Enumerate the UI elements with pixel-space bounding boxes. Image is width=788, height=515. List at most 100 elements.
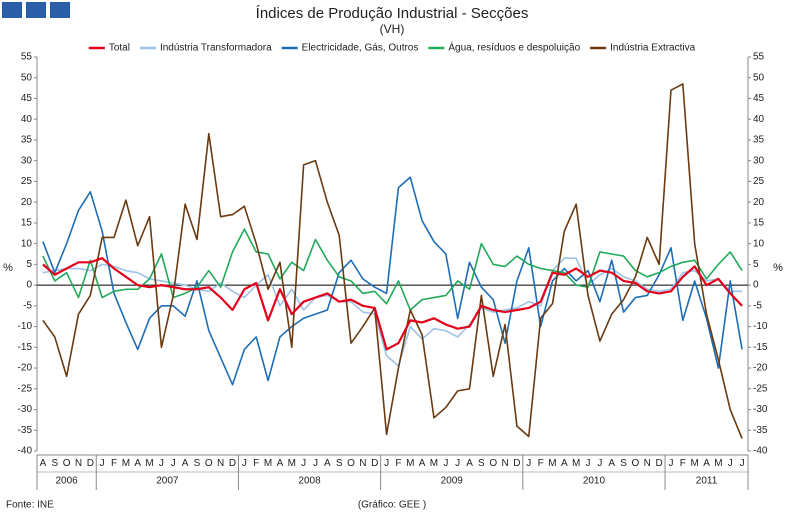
y-tick-label: 40 [21,114,33,125]
year-label: 2006 [56,476,79,487]
y2-tick-label: 5 [753,259,759,270]
x-tick-label: O [205,458,213,469]
y2-tick-label: 25 [753,176,765,187]
legend-label: Electricidade, Gás, Outros [302,43,419,54]
x-tick-label: M [122,458,130,469]
x-tick-label: J [740,458,745,469]
legend-label: Total [109,43,130,54]
y2-tick-label: -20 [753,363,768,374]
x-tick-label: J [159,458,164,469]
x-tick-label: O [63,458,71,469]
x-tick-label: F [680,458,686,469]
x-tick-label: S [336,458,343,469]
y2-tick-label: -15 [753,342,768,353]
x-tick-label: M [145,458,153,469]
x-tick-label: N [359,458,366,469]
series-line [42,257,743,367]
x-tick-label: J [526,458,531,469]
y-tick-label: -35 [18,425,33,436]
x-tick-label: D [229,458,236,469]
y2-tick-label: -40 [753,446,768,457]
x-tick-label: O [347,458,355,469]
x-tick-label: M [548,458,556,469]
x-tick-label: A [419,458,426,469]
y-tick-label: 20 [21,197,33,208]
chart-subtitle: (VH) [380,22,405,36]
x-tick-label: A [703,458,710,469]
x-tick-label: D [371,458,378,469]
y2-tick-label: 0 [753,280,759,291]
x-tick-label: J [443,458,448,469]
y-tick-label: 15 [21,218,33,229]
x-tick-label: J [384,458,389,469]
y-tick-label: -30 [18,404,33,415]
year-label: 2007 [156,476,179,487]
y2-tick-label: 10 [753,238,765,249]
x-tick-label: M [691,458,699,469]
legend-label: Indústria Extractiva [610,43,695,54]
x-tick-label: D [513,458,520,469]
y-tick-label: 30 [21,155,33,166]
x-tick-label: N [501,458,508,469]
x-tick-label: A [561,458,568,469]
y2-tick-label: 15 [753,218,765,229]
x-tick-label: F [538,458,544,469]
x-tick-label: J [668,458,673,469]
x-tick-label: O [632,458,640,469]
y2-tick-label: 40 [753,114,765,125]
x-tick-label: J [455,458,460,469]
series-line [42,83,743,439]
credit: (Gráfico: GEE ) [358,500,426,511]
x-tick-label: S [194,458,201,469]
x-tick-label: M [406,458,414,469]
y-tick-label: 10 [21,238,33,249]
series-line [42,228,743,311]
x-tick-label: A [324,458,331,469]
source: Fonte: INE [6,500,54,511]
year-label: 2011 [696,476,718,487]
y2-tick-label: -35 [753,425,768,436]
logo-square [26,2,46,18]
x-tick-label: A [134,458,141,469]
y-tick-label: 45 [21,93,33,104]
y2-tick-label: 35 [753,135,765,146]
y-axis-label: % [3,262,13,274]
x-tick-label: F [395,458,401,469]
y-tick-label: -20 [18,363,33,374]
y-tick-label: -40 [18,446,33,457]
x-tick-label: F [111,458,117,469]
x-tick-label: A [277,458,284,469]
y-tick-label: 35 [21,135,33,146]
year-label: 2009 [441,476,464,487]
y2-tick-label: -25 [753,383,768,394]
x-tick-label: J [301,458,306,469]
x-tick-label: O [489,458,497,469]
year-label: 2010 [583,476,606,487]
x-tick-label: M [288,458,296,469]
x-tick-label: J [171,458,176,469]
y-tick-label: 50 [21,72,33,83]
y2-tick-label: -10 [753,321,768,332]
x-tick-label: N [644,458,651,469]
y2-tick-label: 55 [753,52,765,63]
y-tick-label: 55 [21,52,33,63]
y2-tick-label: -30 [753,404,768,415]
y-tick-label: -15 [18,342,33,353]
x-tick-label: M [572,458,580,469]
chart-title: Índices de Produção Industrial - Secções [256,5,529,22]
y2-tick-label: -5 [753,300,762,311]
y2-tick-label: 30 [753,155,765,166]
x-tick-label: A [40,458,47,469]
x-tick-label: A [182,458,189,469]
year-label: 2008 [298,476,321,487]
x-tick-label: S [478,458,485,469]
x-tick-label: F [253,458,259,469]
x-tick-label: D [87,458,94,469]
x-tick-label: J [313,458,318,469]
x-tick-label: J [597,458,602,469]
y2-tick-label: 45 [753,93,765,104]
x-tick-label: J [242,458,247,469]
legend-label: Água, resíduos e despoluição [448,41,580,54]
y-axis-label: % [773,262,783,274]
